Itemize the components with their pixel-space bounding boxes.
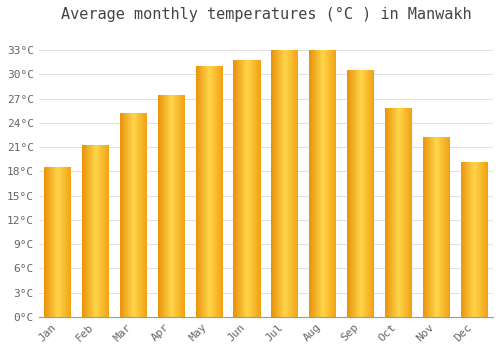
Title: Average monthly temperatures (°C ) in Manwakh: Average monthly temperatures (°C ) in Ma… xyxy=(60,7,471,22)
